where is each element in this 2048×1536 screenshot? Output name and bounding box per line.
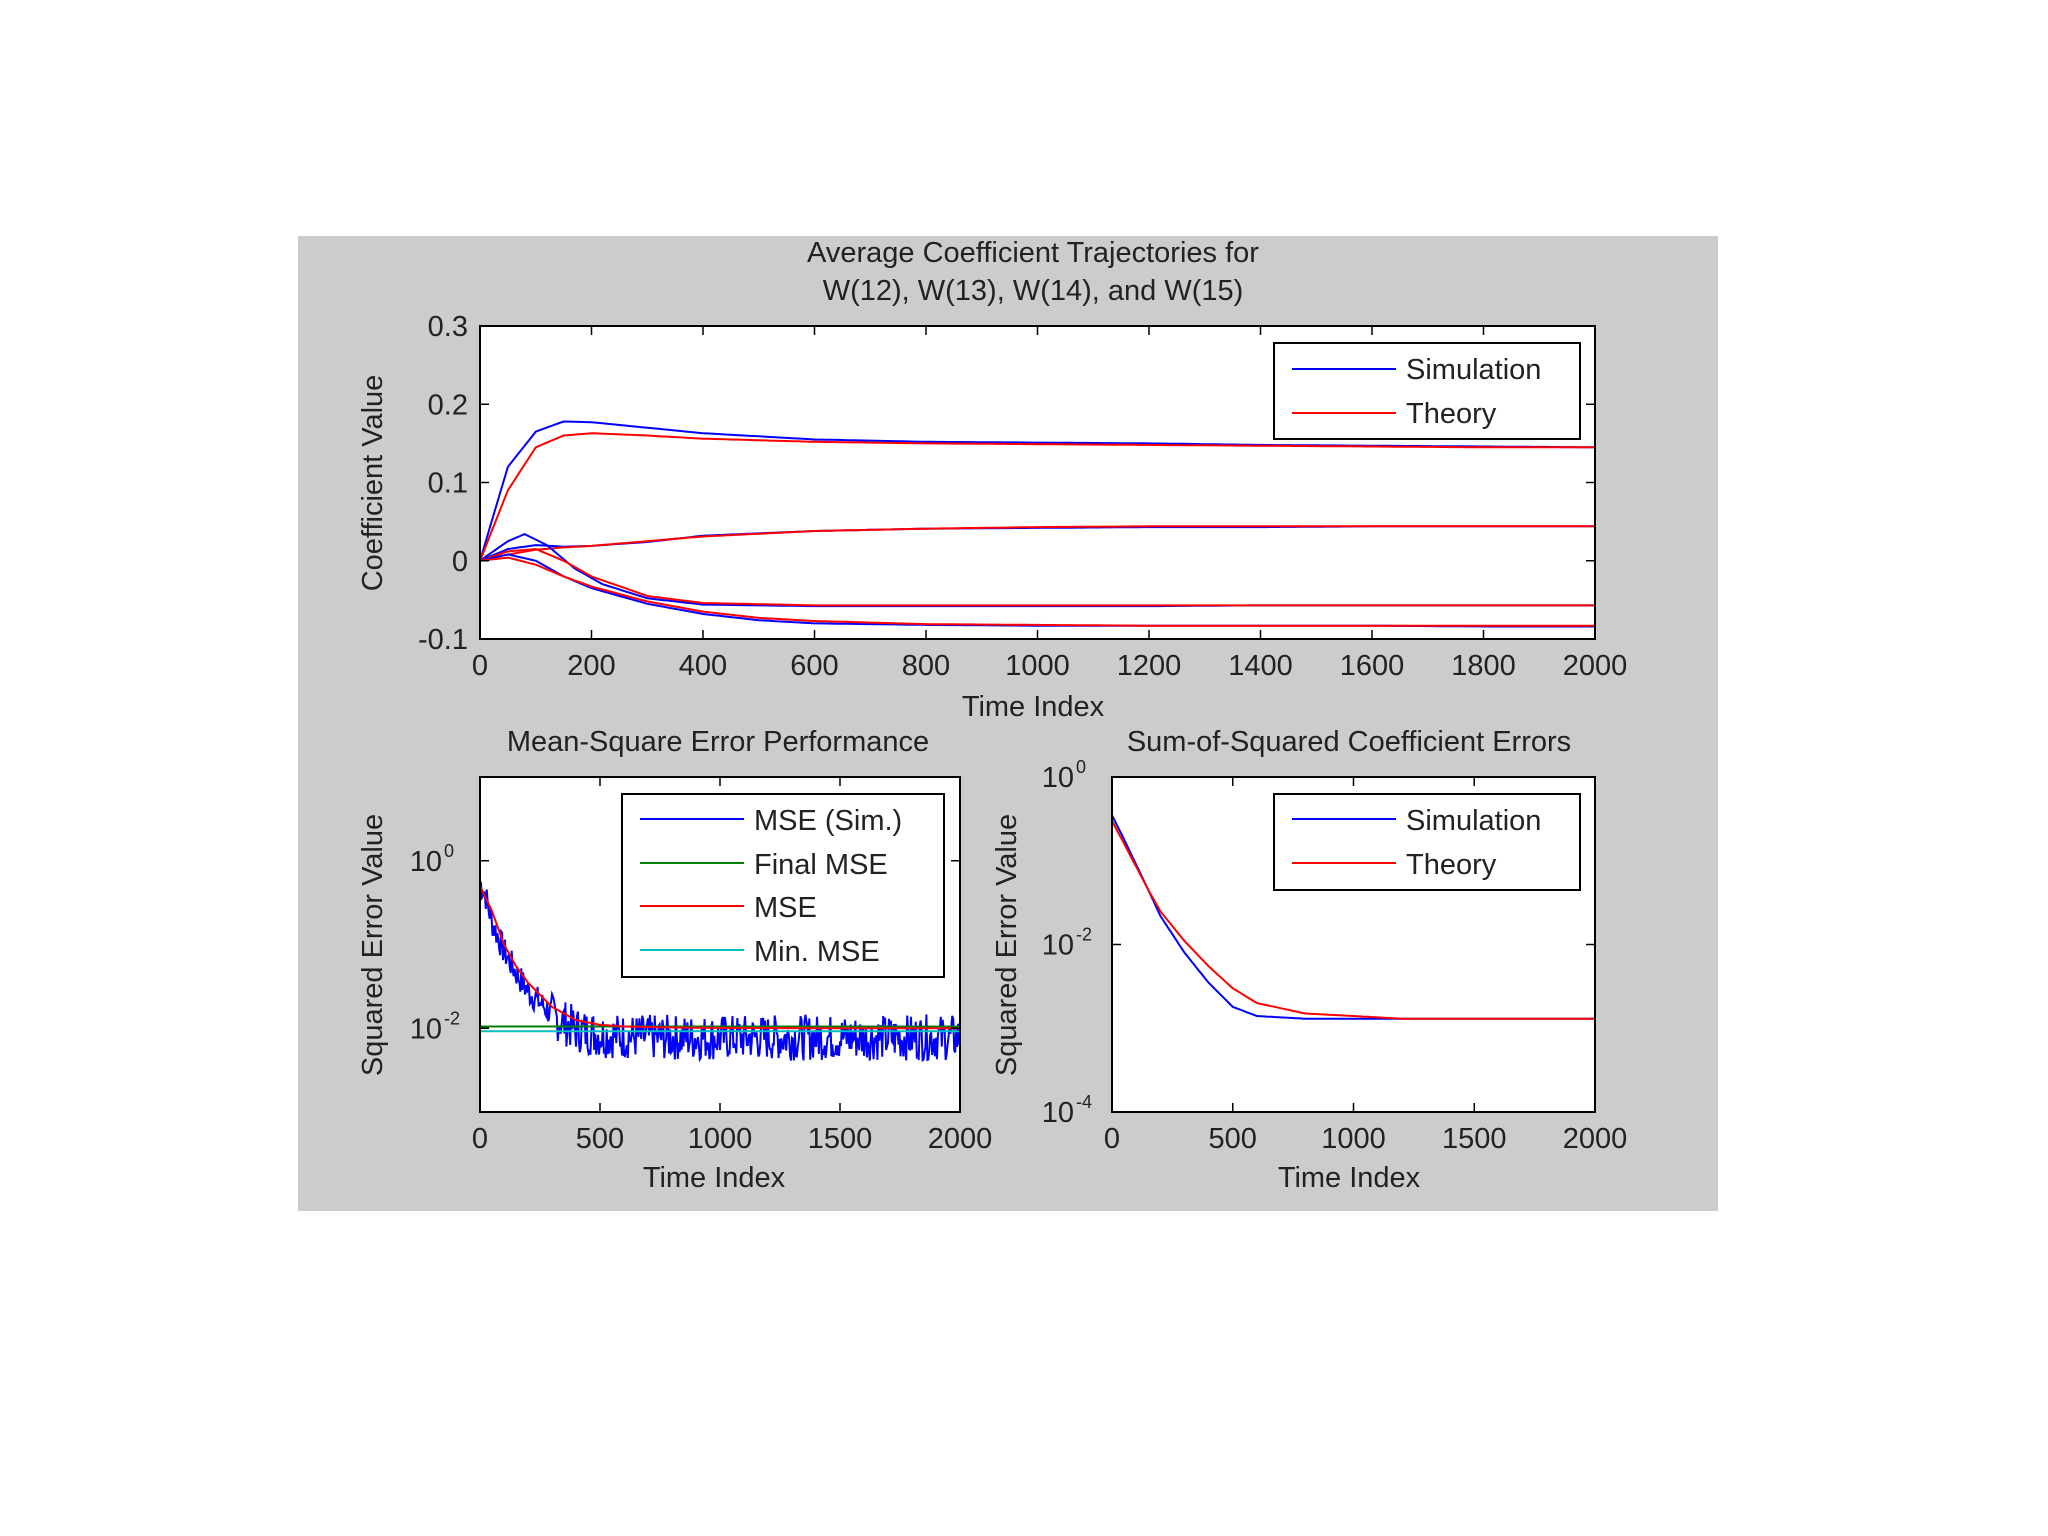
sse-plot-frame: [1111, 776, 1596, 1113]
legend-label-simulation: Simulation: [1406, 354, 1541, 386]
x-tick-label: 1500: [808, 1123, 873, 1155]
series-group: [480, 881, 960, 1063]
x-tick-label: 2000: [928, 1123, 993, 1155]
mse-chart: Mean-Square Error Performance Time Index…: [357, 726, 992, 1194]
x-tick-label: 800: [902, 650, 950, 682]
x-tick-label: 1200: [1117, 650, 1182, 682]
x-tick-label: 1000: [1005, 650, 1070, 682]
x-tick-label: 1000: [688, 1123, 753, 1155]
mse-chart-xlabel: Time Index: [643, 1162, 786, 1194]
y-tick-exponent: -2: [1076, 925, 1092, 945]
legend-label-theory: Theory: [1406, 398, 1497, 430]
mse-legend: MSE (Sim.) Final MSE MSE Min. MSE: [621, 793, 945, 978]
sse-chart-xlabel: Time Index: [1278, 1162, 1421, 1194]
coefficient-plot-frame: [479, 325, 1596, 640]
x-tick-label: 200: [567, 650, 615, 682]
series-line-theory: [480, 525, 1595, 562]
series-line-mse-sim: [480, 881, 960, 1063]
legend-label-theory: Theory: [1406, 849, 1497, 881]
y-tick-label: 0.3: [428, 311, 468, 343]
y-tick-exponent: -2: [444, 1008, 460, 1028]
x-tick-label: 500: [576, 1123, 624, 1155]
y-tick-label: 10: [1042, 930, 1074, 962]
legend-box: [1273, 793, 1581, 891]
coefficient-chart-xlabel: Time Index: [962, 691, 1105, 723]
x-tick-label: 0: [472, 1123, 488, 1155]
x-tick-label: 2000: [1563, 1123, 1628, 1155]
mse-chart-ylabel: Squared Error Value: [357, 814, 389, 1076]
sse-chart-title: Sum-of-Squared Coefficient Errors: [1127, 726, 1571, 758]
coefficient-chart: Average Coefficient Trajectories for W(1…: [357, 237, 1627, 723]
y-tick-label: -0.1: [418, 624, 468, 656]
x-tick-label: 1800: [1451, 650, 1516, 682]
x-tick-label: 1000: [1321, 1123, 1386, 1155]
x-tick-label: 1600: [1340, 650, 1405, 682]
x-tick-label: 1400: [1228, 650, 1293, 682]
x-tick-label: 0: [1104, 1123, 1120, 1155]
series-line-theory: [480, 556, 1595, 627]
coefficient-legend: Simulation Theory: [1273, 342, 1581, 440]
y-tick-label: 10: [1042, 1097, 1074, 1129]
x-tick-label: 2000: [1563, 650, 1628, 682]
coefficient-chart-ylabel: Coefficient Value: [357, 375, 389, 592]
coefficient-chart-title-line2: W(12), W(13), W(14), and W(15): [823, 275, 1244, 307]
y-tick-label: 0.2: [428, 389, 468, 421]
series-line-theory: [1112, 820, 1595, 1020]
legend-label-final-mse: Final MSE: [754, 849, 888, 881]
y-tick-label: 10: [410, 846, 442, 878]
x-tick-label: 0: [472, 650, 488, 682]
series-group: [1112, 814, 1595, 1020]
x-tick-label: 500: [1209, 1123, 1257, 1155]
y-tick-label: 0.1: [428, 468, 468, 500]
series-line-theory: [480, 547, 1595, 607]
coefficient-chart-title-line1: Average Coefficient Trajectories for: [807, 237, 1259, 269]
sse-chart-ylabel: Squared Error Value: [991, 814, 1023, 1076]
y-tick-exponent: 0: [1076, 757, 1086, 777]
legend-label-min-mse: Min. MSE: [754, 936, 880, 968]
legend-box: [1273, 342, 1581, 440]
y-tick-exponent: -4: [1076, 1092, 1092, 1112]
legend-label-simulation: Simulation: [1406, 805, 1541, 837]
x-tick-label: 600: [790, 650, 838, 682]
mse-plot-frame: [479, 776, 961, 1113]
y-tick-label: 0: [452, 546, 468, 578]
sse-chart: Sum-of-Squared Coefficient Errors Time I…: [991, 726, 1627, 1194]
series-line-theory: [480, 432, 1595, 562]
y-tick-label: 10: [1042, 762, 1074, 794]
legend-box: [621, 793, 945, 978]
legend-label-mse-sim: MSE (Sim.): [754, 805, 902, 837]
sse-legend: Simulation Theory: [1273, 793, 1581, 891]
legend-label-mse: MSE: [754, 892, 817, 924]
y-tick-label: 10: [410, 1013, 442, 1045]
x-tick-label: 400: [679, 650, 727, 682]
mse-chart-title: Mean-Square Error Performance: [507, 726, 929, 758]
x-tick-label: 1500: [1442, 1123, 1507, 1155]
y-tick-exponent: 0: [444, 841, 454, 861]
series-line-mse: [480, 885, 960, 1030]
series-group: [480, 420, 1595, 628]
coefficient-plot-marks: 0 200 400 600 800 1000 1200 1400 1600 1800 2000 -0.…: [418, 311, 1627, 682]
